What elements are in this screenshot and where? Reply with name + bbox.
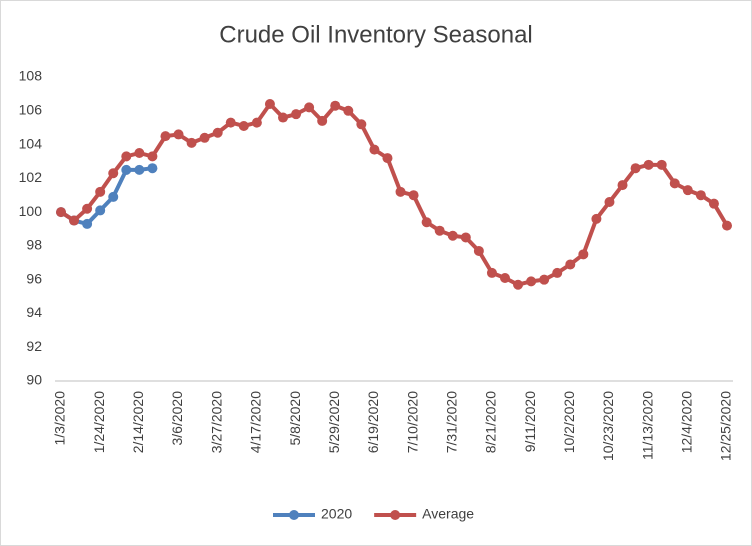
- x-tick-label: 10/23/2020: [600, 391, 616, 461]
- legend-marker: [390, 510, 401, 520]
- legend-marker: [289, 510, 299, 520]
- data-point: [95, 186, 106, 197]
- data-point: [82, 218, 93, 229]
- data-point: [382, 153, 393, 164]
- data-point: [565, 259, 576, 270]
- y-tick-label: 96: [26, 270, 42, 286]
- x-tick-label: 2/14/2020: [130, 391, 146, 453]
- y-tick-label: 92: [26, 338, 42, 354]
- data-point: [486, 267, 497, 278]
- data-point: [539, 274, 550, 285]
- data-point: [552, 267, 563, 278]
- x-tick-label: 1/24/2020: [91, 391, 107, 453]
- data-point: [186, 137, 197, 148]
- data-point: [722, 220, 732, 231]
- x-tick-label: 11/13/2020: [639, 391, 655, 460]
- data-point: [695, 190, 706, 201]
- data-point: [121, 151, 132, 162]
- data-point: [526, 276, 537, 287]
- data-point: [604, 196, 615, 207]
- data-point: [251, 117, 262, 128]
- data-point: [682, 185, 693, 196]
- data-point: [578, 249, 589, 260]
- data-point: [630, 163, 641, 174]
- y-tick-label: 100: [19, 203, 43, 219]
- data-point: [369, 144, 380, 155]
- data-point: [147, 151, 158, 162]
- data-point: [317, 115, 328, 126]
- legend-label: 2020: [321, 506, 352, 522]
- x-tick-label: 4/17/2020: [248, 391, 264, 453]
- data-point: [147, 163, 158, 174]
- x-tick-label: 10/2/2020: [561, 391, 577, 453]
- data-point: [278, 112, 288, 123]
- data-point: [343, 105, 354, 116]
- data-point: [134, 148, 145, 158]
- data-point: [591, 213, 602, 224]
- data-point: [225, 117, 236, 128]
- data-point: [330, 100, 341, 111]
- data-point: [656, 159, 667, 170]
- data-point: [160, 131, 171, 142]
- data-point: [708, 198, 719, 209]
- x-tick-label: 5/29/2020: [326, 391, 342, 453]
- data-point: [473, 245, 484, 256]
- data-point: [669, 178, 680, 189]
- data-point: [199, 132, 210, 143]
- data-point: [264, 99, 275, 110]
- legend-label: Average: [422, 506, 474, 522]
- data-point: [238, 120, 249, 131]
- data-point: [643, 159, 654, 170]
- x-tick-label: 3/27/2020: [208, 391, 224, 453]
- y-tick-label: 94: [26, 304, 42, 320]
- x-tick-label: 8/21/2020: [483, 391, 499, 453]
- series-line: [59, 102, 729, 287]
- x-tick-label: 12/25/2020: [718, 391, 734, 461]
- data-point: [304, 102, 315, 113]
- data-point: [356, 119, 367, 130]
- data-point: [434, 225, 445, 236]
- y-tick-label: 104: [19, 135, 43, 151]
- x-tick-label: 12/4/2020: [679, 391, 695, 453]
- data-point: [108, 191, 119, 202]
- x-tick-label: 9/11/2020: [522, 391, 538, 452]
- data-point: [95, 205, 106, 216]
- data-point: [56, 207, 66, 218]
- data-point: [69, 215, 80, 226]
- data-point: [212, 127, 223, 138]
- data-point: [500, 272, 510, 283]
- x-tick-label: 7/31/2020: [443, 391, 459, 453]
- data-point: [617, 180, 628, 191]
- data-point: [513, 279, 524, 290]
- data-point: [82, 203, 93, 214]
- y-tick-label: 90: [26, 372, 42, 388]
- chart-title: Crude Oil Inventory Seasonal: [219, 21, 533, 48]
- x-tick-label: 7/10/2020: [404, 391, 420, 453]
- data-point: [447, 230, 458, 241]
- y-tick-label: 106: [19, 101, 43, 117]
- x-tick-label: 3/6/2020: [169, 391, 185, 446]
- y-tick-label: 102: [19, 169, 43, 185]
- data-point: [121, 164, 132, 175]
- x-tick-label: 6/19/2020: [365, 391, 381, 453]
- y-tick-label: 108: [19, 68, 43, 84]
- data-point: [173, 129, 184, 140]
- y-tick-label: 98: [26, 237, 42, 253]
- data-point: [291, 109, 302, 120]
- data-point: [408, 190, 419, 201]
- x-tick-label: 1/3/2020: [52, 391, 68, 446]
- data-point: [108, 168, 119, 179]
- data-point: [421, 217, 432, 228]
- data-point: [395, 186, 406, 197]
- x-tick-label: 5/8/2020: [287, 391, 303, 446]
- data-point: [134, 164, 145, 175]
- data-point: [460, 232, 471, 243]
